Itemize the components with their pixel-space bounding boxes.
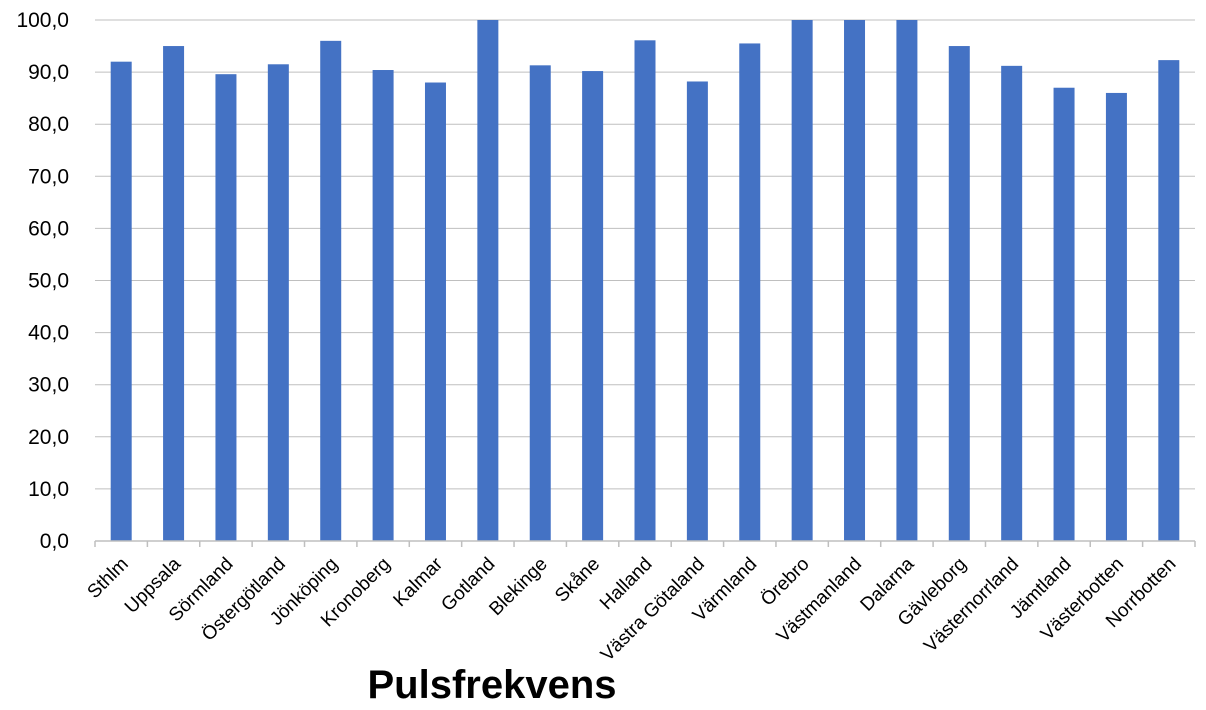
bar [267,64,289,541]
bar [372,70,394,542]
bar [215,74,237,542]
bar [320,40,342,542]
bar [739,43,761,541]
bar [634,40,656,541]
bar [424,82,446,542]
bar [1105,92,1127,541]
bar [844,20,866,541]
x-category-label: Sthlm [84,554,133,603]
bar [948,46,970,542]
bar [896,20,918,541]
bar [110,61,132,542]
chart-title: Pulsfrekvens [367,663,617,707]
bar [686,81,708,541]
y-axis-tick-labels: 0,0 10,0 20,0 30,0 40,0 50,0 60,0 70,0 80,0 90,0 1… [16,9,69,553]
bar [477,20,499,541]
x-category-label: Blekinge [485,554,551,620]
bar [1053,87,1075,541]
y-tick-label: 70,0 [28,165,69,188]
bar [163,46,185,542]
y-tick-label: 30,0 [28,374,69,397]
bar [529,65,551,542]
bar [582,71,604,542]
y-tick-label: 100,0 [16,9,69,32]
x-axis [94,540,1196,547]
y-tick-label: 10,0 [28,478,69,501]
y-tick-label: 40,0 [28,322,69,345]
x-category-label: Västernorrland [920,554,1023,657]
y-tick-label: 0,0 [40,530,69,553]
y-tick-label: 20,0 [28,426,69,449]
y-tick-label: 50,0 [28,270,69,293]
bar [791,20,813,541]
bar [1158,60,1180,541]
y-tick-label: 90,0 [28,61,69,84]
y-tick-label: 60,0 [28,217,69,240]
bar [1001,65,1023,542]
y-tick-label: 80,0 [28,113,69,136]
x-axis-category-labels: SthlmUppsalaSörmlandÖstergötlandJönköpin… [84,553,1181,665]
bars [110,20,1180,542]
